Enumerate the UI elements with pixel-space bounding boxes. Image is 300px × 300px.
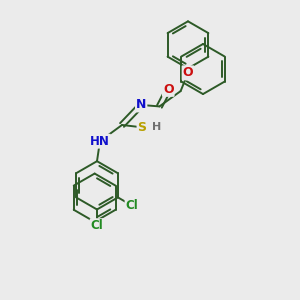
Text: Cl: Cl — [91, 219, 103, 232]
Text: H: H — [152, 122, 161, 132]
Text: O: O — [183, 66, 193, 80]
Text: N: N — [136, 98, 146, 111]
Text: S: S — [138, 121, 147, 134]
Text: O: O — [163, 83, 174, 96]
Text: Cl: Cl — [126, 199, 138, 212]
Text: HN: HN — [90, 135, 110, 148]
